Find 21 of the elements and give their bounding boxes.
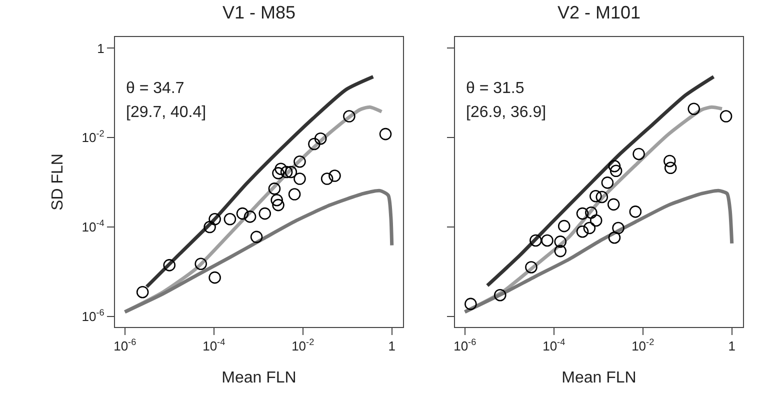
x-axis-title: Mean FLN [562,369,636,386]
y-tick-label: 10$^{-2}$ [82,128,104,146]
annotation: θ = 31.5 [466,80,524,97]
y-tick-label: 10$^{-6}$ [82,308,104,324]
annotation: [29.7, 40.4] [126,104,206,121]
x-tick-label: 10$^{-2}$ [632,337,654,354]
x-tick-label: 1 [388,338,396,354]
y-axis-title: SD FLN [50,154,67,210]
annotation: [26.9, 36.9] [466,104,546,121]
x-tick-label: 10$^{-6}$ [454,337,476,354]
chart-title: V1 - M85 [222,2,296,23]
x-axis-title: Mean FLN [222,369,296,386]
x-tick-label: 10$^{-6}$ [114,337,136,354]
x-tick-label: 10$^{-4}$ [542,337,566,354]
x-tick-label: 1 [728,338,736,354]
x-tick-label: 10$^{-4}$ [202,337,226,354]
y-tick-label: 1 [97,40,104,56]
annotation: θ = 34.7 [126,80,184,97]
y-tick-label: 10$^{-4}$ [82,218,104,235]
chart-title: V2 - M101 [557,2,641,23]
x-tick-label: 10$^{-2}$ [292,337,314,354]
